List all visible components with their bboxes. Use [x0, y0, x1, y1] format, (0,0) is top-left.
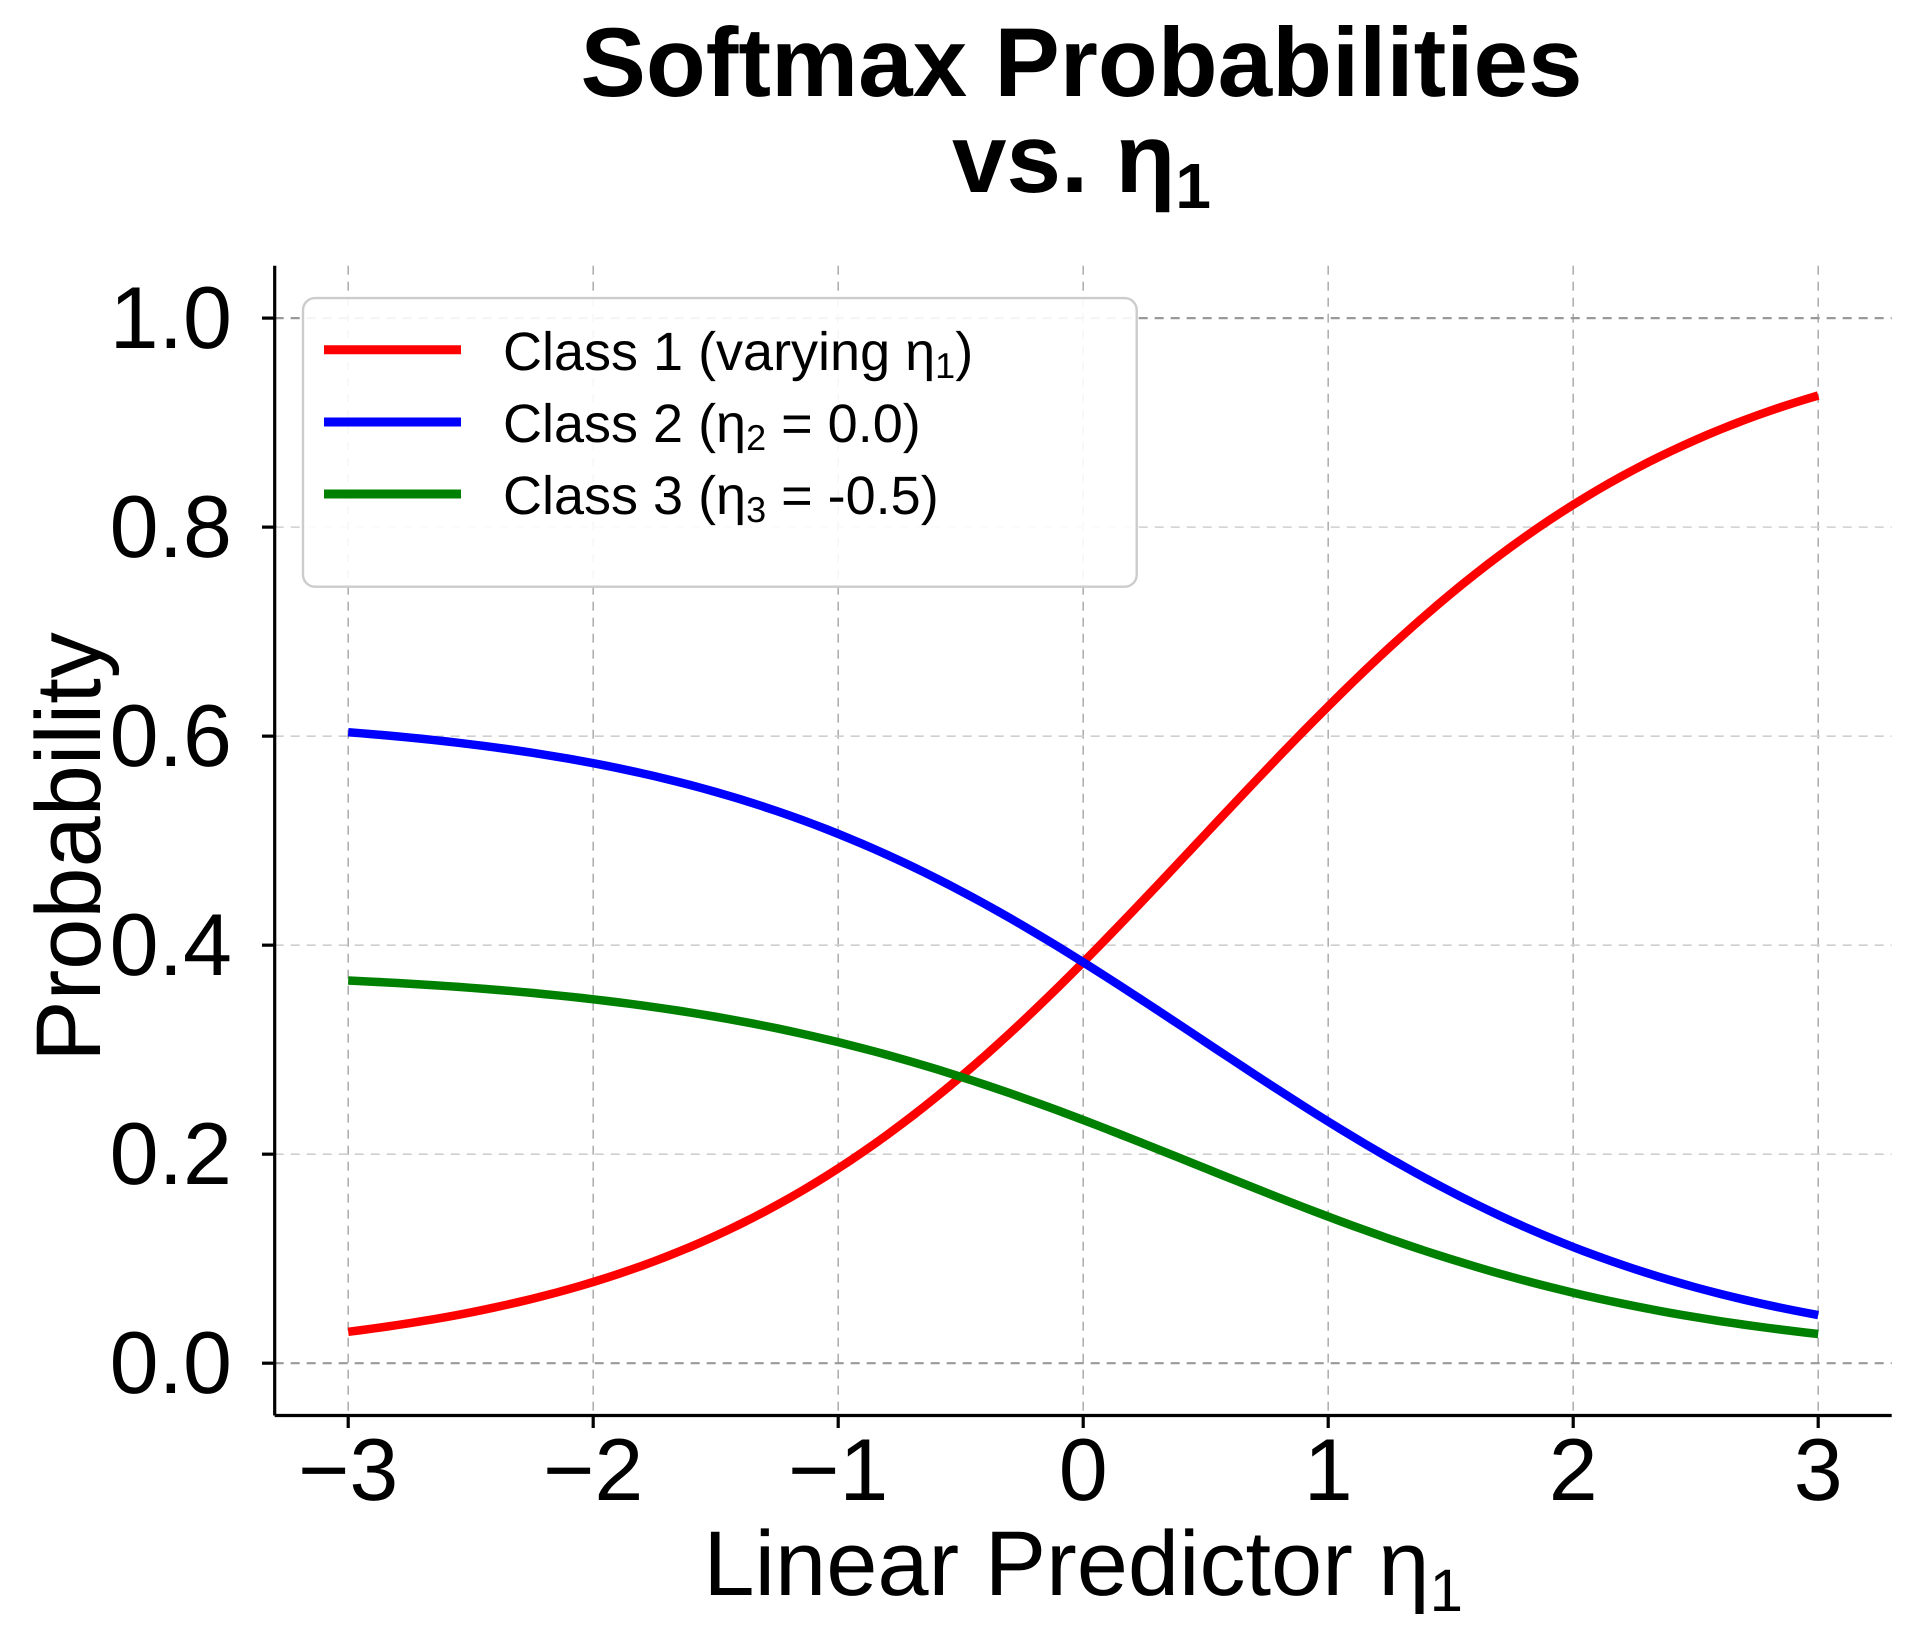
svg-text:0.2: 0.2 — [110, 1104, 232, 1203]
svg-text:Softmax Probabilities: Softmax Probabilities — [580, 7, 1582, 117]
svg-text:Probability: Probability — [18, 632, 120, 1062]
svg-text:Class 1 (varying η1): Class 1 (varying η1) — [503, 322, 973, 386]
svg-text:0: 0 — [1059, 1420, 1108, 1519]
svg-text:Linear Predictor η1: Linear Predictor η1 — [703, 1513, 1463, 1624]
svg-text:Class 3 (η3 = -0.5): Class 3 (η3 = -0.5) — [503, 466, 939, 530]
svg-text:0.6: 0.6 — [110, 686, 232, 785]
svg-text:0.4: 0.4 — [110, 895, 232, 994]
svg-text:2: 2 — [1549, 1420, 1598, 1519]
svg-text:−3: −3 — [298, 1420, 398, 1519]
svg-text:Class 2 (η2 = 0.0): Class 2 (η2 = 0.0) — [503, 394, 921, 458]
svg-text:−1: −1 — [788, 1420, 888, 1519]
svg-text:1: 1 — [1304, 1420, 1353, 1519]
svg-text:0.0: 0.0 — [110, 1313, 232, 1412]
svg-text:0.8: 0.8 — [110, 477, 232, 576]
svg-text:vs. η1: vs. η1 — [952, 103, 1211, 222]
svg-text:3: 3 — [1794, 1420, 1843, 1519]
svg-text:1.0: 1.0 — [110, 268, 232, 367]
svg-text:−2: −2 — [543, 1420, 643, 1519]
